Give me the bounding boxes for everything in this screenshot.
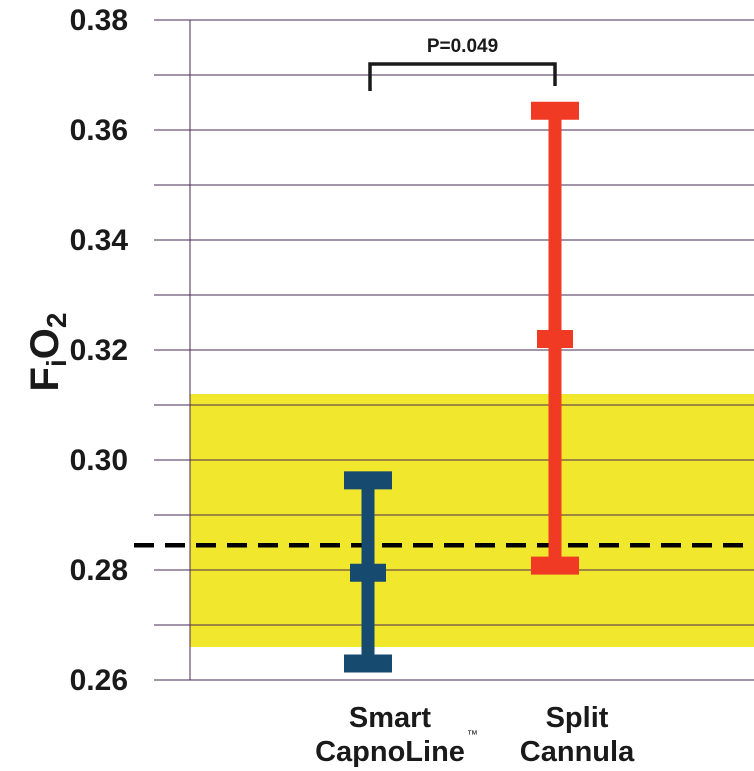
y-axis-title-part: F — [23, 367, 67, 391]
y-axis-title-part: O — [23, 328, 67, 359]
y-tick-label: 0.34 — [70, 224, 129, 257]
y-axis-title: FiO2 — [23, 313, 72, 392]
y-tick-label: 0.38 — [70, 4, 128, 37]
range-bar — [344, 471, 392, 673]
category-label-line1: Split — [546, 702, 609, 734]
y-axis-title-part: 2 — [41, 313, 72, 329]
category-label-line2: CapnoLine — [315, 736, 465, 768]
y-axis: 0.26 0.28 0.30 0.32 0.34 0.36 0.38 — [70, 4, 191, 697]
significance-bracket — [368, 62, 557, 91]
category-label-line2: Cannula — [520, 736, 635, 768]
y-tick-label: 0.28 — [70, 554, 128, 587]
annotation-layer: P=0.049 — [368, 36, 557, 91]
range-mid-marker — [537, 330, 573, 348]
range-max-cap — [531, 101, 579, 120]
y-tick-label: 0.30 — [70, 444, 128, 477]
range-bar — [531, 101, 579, 575]
y-tick-label: 0.36 — [70, 114, 128, 147]
range-mid-marker — [350, 563, 386, 582]
y-axis-title-group: FiO2 — [23, 313, 72, 392]
p-value-label: P=0.049 — [427, 36, 498, 57]
series-layer — [344, 101, 579, 673]
y-axis-title-text: FiO2 — [23, 313, 72, 392]
range-max-cap — [344, 471, 392, 490]
reference-band-layer — [190, 394, 754, 647]
trademark-symbol: ™ — [467, 729, 478, 741]
y-axis-title-part: i — [41, 359, 72, 367]
y-tick-label: 0.26 — [70, 664, 128, 697]
range-min-cap — [344, 654, 392, 673]
category-label-line1: Smart — [349, 702, 432, 734]
y-tick-label: 0.32 — [70, 334, 128, 367]
reference-band — [190, 394, 754, 647]
range-min-cap — [531, 556, 579, 575]
gridlines — [154, 19, 754, 681]
